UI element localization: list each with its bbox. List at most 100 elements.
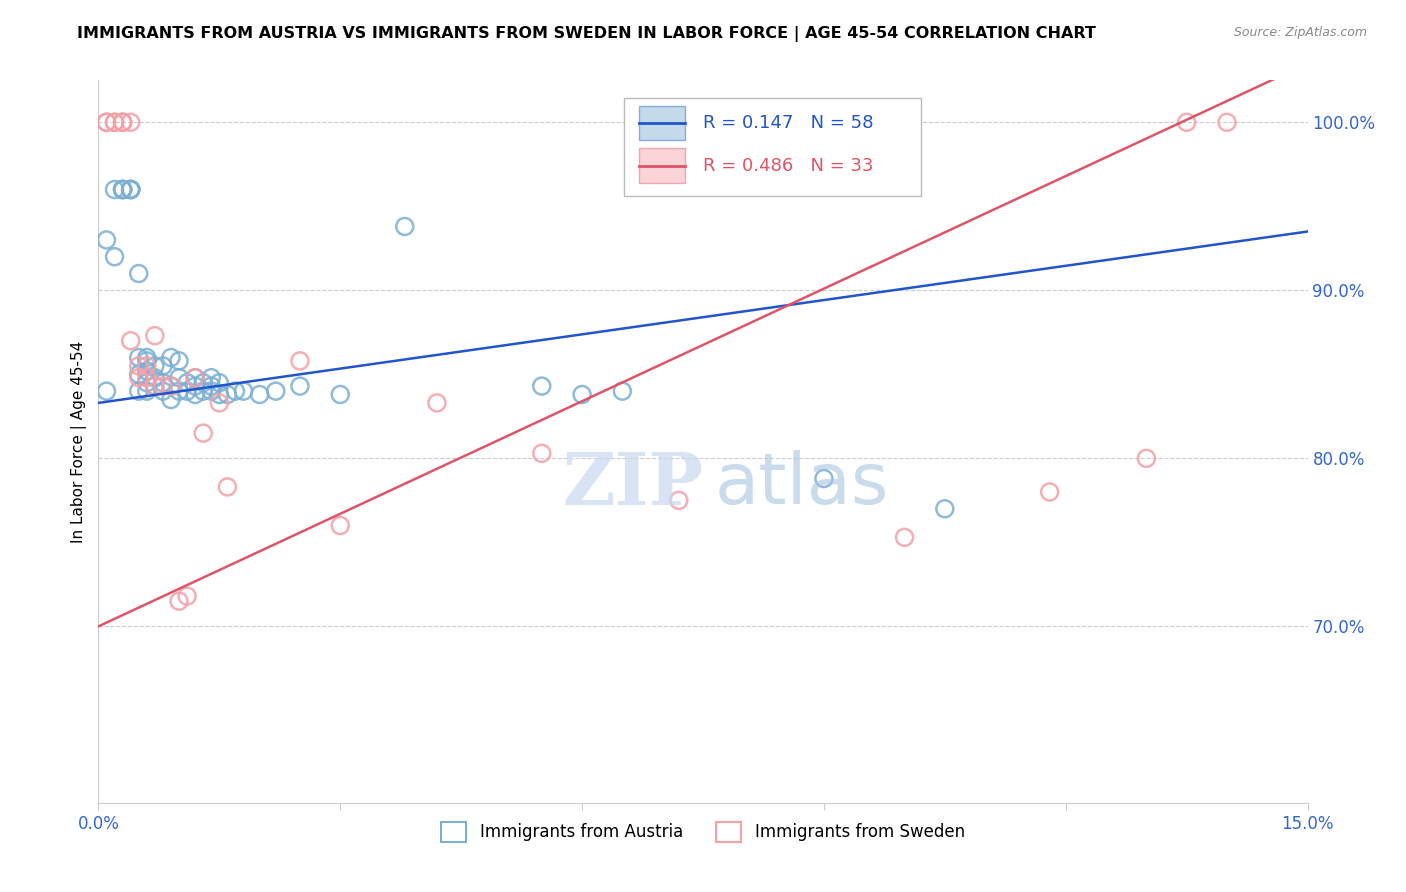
- Point: [200, 379, 222, 393]
- Point: [128, 267, 150, 281]
- Point: [200, 384, 222, 398]
- Point: [143, 359, 166, 373]
- Point: [135, 359, 157, 373]
- Point: [111, 115, 134, 129]
- Point: [208, 376, 231, 390]
- Point: [1175, 115, 1198, 129]
- Point: [184, 379, 207, 393]
- FancyBboxPatch shape: [624, 98, 921, 196]
- Point: [111, 115, 134, 129]
- Text: R = 0.486   N = 33: R = 0.486 N = 33: [703, 156, 873, 175]
- Point: [152, 359, 174, 373]
- Point: [176, 376, 198, 390]
- Point: [111, 182, 134, 196]
- Point: [120, 182, 142, 196]
- Point: [208, 387, 231, 401]
- Point: [111, 182, 134, 196]
- Point: [264, 384, 287, 398]
- Point: [208, 396, 231, 410]
- Point: [96, 115, 118, 129]
- Point: [167, 370, 190, 384]
- Point: [571, 387, 593, 401]
- Point: [167, 384, 190, 398]
- Point: [103, 115, 125, 129]
- Point: [120, 182, 142, 196]
- Point: [224, 384, 246, 398]
- Point: [813, 471, 835, 485]
- Point: [426, 396, 449, 410]
- Point: [135, 384, 157, 398]
- Point: [160, 392, 183, 407]
- Point: [120, 182, 142, 196]
- Point: [184, 370, 207, 384]
- Point: [143, 328, 166, 343]
- Point: [288, 354, 311, 368]
- Legend: Immigrants from Austria, Immigrants from Sweden: Immigrants from Austria, Immigrants from…: [434, 815, 972, 848]
- Point: [128, 384, 150, 398]
- Point: [120, 115, 142, 129]
- Point: [167, 354, 190, 368]
- Point: [176, 589, 198, 603]
- Point: [394, 219, 416, 234]
- Point: [128, 368, 150, 382]
- Point: [96, 115, 118, 129]
- Point: [160, 379, 183, 393]
- Y-axis label: In Labor Force | Age 45-54: In Labor Force | Age 45-54: [72, 341, 87, 542]
- Point: [120, 334, 142, 348]
- Point: [1039, 485, 1062, 500]
- Point: [193, 426, 215, 441]
- Text: atlas: atlas: [716, 450, 890, 519]
- Point: [96, 233, 118, 247]
- Point: [128, 351, 150, 365]
- Point: [217, 387, 239, 401]
- Point: [111, 182, 134, 196]
- Point: [160, 379, 183, 393]
- Point: [152, 376, 174, 390]
- Point: [152, 384, 174, 398]
- Point: [96, 384, 118, 398]
- FancyBboxPatch shape: [638, 105, 685, 140]
- Point: [103, 115, 125, 129]
- Point: [135, 364, 157, 378]
- Point: [111, 115, 134, 129]
- Point: [193, 384, 215, 398]
- Point: [167, 594, 190, 608]
- Point: [160, 351, 183, 365]
- Point: [288, 379, 311, 393]
- Point: [530, 379, 553, 393]
- Point: [128, 359, 150, 373]
- Point: [249, 387, 271, 401]
- Point: [143, 379, 166, 393]
- Point: [329, 518, 352, 533]
- Point: [1135, 451, 1157, 466]
- Text: Source: ZipAtlas.com: Source: ZipAtlas.com: [1233, 26, 1367, 39]
- Point: [103, 250, 125, 264]
- Point: [143, 370, 166, 384]
- Point: [232, 384, 254, 398]
- Point: [668, 493, 690, 508]
- Point: [329, 387, 352, 401]
- Point: [111, 182, 134, 196]
- Point: [530, 446, 553, 460]
- Point: [176, 384, 198, 398]
- Point: [1216, 115, 1239, 129]
- Point: [135, 376, 157, 390]
- FancyBboxPatch shape: [638, 148, 685, 183]
- Point: [217, 480, 239, 494]
- Text: IMMIGRANTS FROM AUSTRIA VS IMMIGRANTS FROM SWEDEN IN LABOR FORCE | AGE 45-54 COR: IMMIGRANTS FROM AUSTRIA VS IMMIGRANTS FR…: [77, 26, 1097, 42]
- Point: [184, 370, 207, 384]
- Point: [135, 370, 157, 384]
- Point: [152, 379, 174, 393]
- Point: [893, 530, 915, 544]
- Text: R = 0.147   N = 58: R = 0.147 N = 58: [703, 114, 873, 132]
- Point: [120, 182, 142, 196]
- Point: [934, 501, 956, 516]
- Point: [612, 384, 634, 398]
- Point: [128, 370, 150, 384]
- Point: [200, 370, 222, 384]
- Point: [184, 387, 207, 401]
- Point: [193, 376, 215, 390]
- Text: ZIP: ZIP: [562, 450, 703, 520]
- Point: [135, 354, 157, 368]
- Point: [143, 379, 166, 393]
